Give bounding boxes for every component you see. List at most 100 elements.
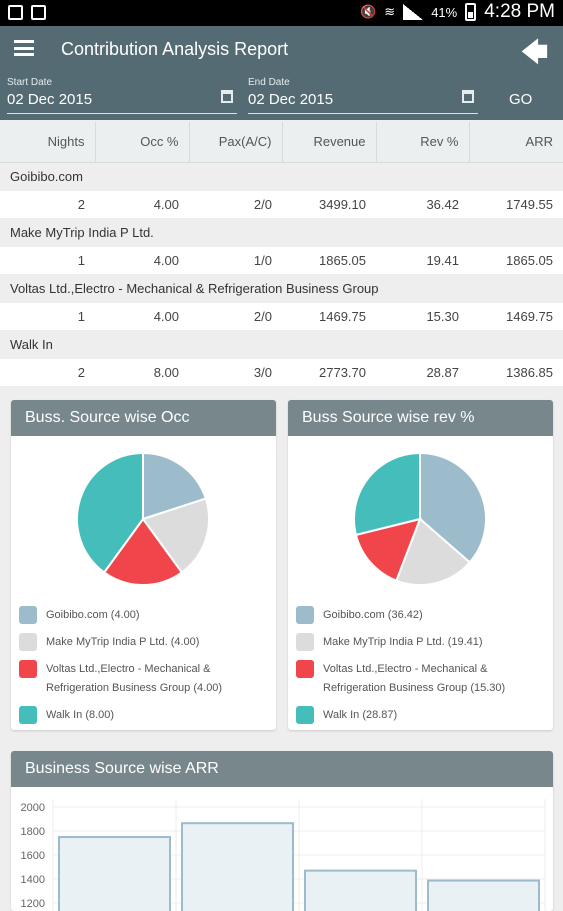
arr-bar <box>304 869 417 911</box>
page-title: Contribution Analysis Report <box>61 39 289 59</box>
legend-label: Goibibo.com (4.00) <box>46 609 140 621</box>
cell-revenue: 1469.75 <box>282 302 376 331</box>
menu-icon[interactable] <box>14 40 34 56</box>
table-row: 2 4.00 2/0 3499.10 36.42 1749.55 <box>0 190 563 219</box>
cell-rev-pct: 36.42 <box>376 190 469 219</box>
arr-bar-card: Business Source wise ARR 2000 1800 1600 140… <box>11 751 553 911</box>
cell-revenue: 2773.70 <box>282 358 376 387</box>
legend-label: Walk In (8.00) <box>46 709 115 721</box>
group-name: Walk In <box>0 330 563 359</box>
legend-item: Voltas Ltd.,Electro - Mechanical & Refri… <box>19 660 269 698</box>
date-filter-bar: Start Date 02 Dec 2015 End Date 02 Dec 2… <box>0 74 563 120</box>
pie-slice <box>141 497 210 574</box>
end-date-field[interactable]: End Date 02 Dec 2015 <box>248 74 478 114</box>
rev-chart-title: Buss Source wise rev % <box>288 400 553 436</box>
signal-icon <box>403 4 424 20</box>
battery-percent: 41% <box>431 4 458 20</box>
rev-pie-card: Buss Source wise rev % Goibibo.com (36.4… <box>288 400 553 730</box>
cell-pax: 2/0 <box>189 190 282 219</box>
occ-legend: Goibibo.com (4.00) Make MyTrip India P L… <box>19 606 269 730</box>
cell-nights: 1 <box>0 302 95 331</box>
cell-rev-pct: 15.30 <box>376 302 469 331</box>
wifi-icon: ≋ <box>384 4 396 19</box>
clock: 4:28 PM <box>484 1 555 22</box>
download-notification-icon <box>31 5 46 20</box>
legend-item: Walk In (8.00) <box>19 706 269 725</box>
legend-label: Make MyTrip India P Ltd. (19.41) <box>323 636 483 648</box>
legend-label: Walk In (28.87) <box>323 709 398 721</box>
group-row: Make MyTrip India P Ltd. <box>0 218 563 247</box>
legend-swatch <box>19 606 37 624</box>
group-name: Make MyTrip India P Ltd. <box>0 218 563 247</box>
occ-chart-title: Buss. Source wise Occ <box>11 400 276 436</box>
legend-swatch <box>19 660 37 678</box>
legend-label: Voltas Ltd.,Electro - Mechanical & Refri… <box>46 663 223 694</box>
cell-occ: 4.00 <box>95 302 189 331</box>
back-arrow-icon[interactable]: 🡄 <box>521 37 548 67</box>
legend-swatch <box>296 606 314 624</box>
cell-pax: 1/0 <box>189 246 282 275</box>
group-name: Goibibo.com <box>0 162 563 191</box>
cell-nights: 1 <box>0 246 95 275</box>
end-date-label: End Date <box>248 77 290 88</box>
start-date-value[interactable]: 02 Dec 2015 <box>7 91 93 108</box>
legend-item: Voltas Ltd.,Electro - Mechanical & Refri… <box>296 660 546 698</box>
cell-revenue: 1865.05 <box>282 246 376 275</box>
group-row: Walk In <box>0 330 563 359</box>
legend-item: Walk In (28.87) <box>296 706 546 725</box>
legend-swatch <box>296 706 314 724</box>
group-row: Goibibo.com <box>0 162 563 191</box>
legend-swatch <box>19 633 37 651</box>
app-bar: Contribution Analysis Report 🡄 <box>0 26 563 74</box>
y-tick-label: 2000 <box>21 802 45 814</box>
table-row: 1 4.00 1/0 1865.05 19.41 1865.05 <box>0 246 563 275</box>
arr-bar <box>58 836 171 911</box>
gallery-notification-icon <box>8 5 23 20</box>
pie-slice <box>76 451 144 574</box>
column-header: ARR <box>469 122 563 163</box>
pie-slice <box>354 517 422 582</box>
legend-label: Make MyTrip India P Ltd. (4.00) <box>46 636 200 648</box>
status-bar: 🔇 ≋ 41% 4:28 PM <box>0 0 563 26</box>
cell-arr: 1469.75 <box>469 302 563 331</box>
legend-swatch <box>19 706 37 724</box>
column-header: Revenue <box>282 122 377 163</box>
y-tick-label: 1800 <box>21 826 45 838</box>
legend-swatch <box>296 633 314 651</box>
group-name: Voltas Ltd.,Electro - Mechanical & Refri… <box>0 274 563 303</box>
legend-item: Make MyTrip India P Ltd. (4.00) <box>19 633 269 652</box>
start-date-label: Start Date <box>7 77 53 88</box>
pie-slice <box>102 517 184 586</box>
column-header: Pax(A/C) <box>189 122 283 163</box>
calendar-icon[interactable] <box>462 90 474 103</box>
battery-icon <box>465 3 477 21</box>
occ-pie-card: Buss. Source wise Occ Goibibo.com (4.00)… <box>11 400 276 730</box>
arr-chart-title: Business Source wise ARR <box>11 751 553 787</box>
rev-pie-chart <box>353 451 487 586</box>
contribution-table: Nights Occ % Pax(A/C) Revenue Rev % ARR … <box>0 122 563 387</box>
pie-slice <box>142 451 208 521</box>
start-date-field[interactable]: Start Date 02 Dec 2015 <box>7 74 237 114</box>
legend-swatch <box>296 660 314 678</box>
cell-pax: 2/0 <box>189 302 282 331</box>
cell-occ: 4.00 <box>95 190 189 219</box>
legend-item: Goibibo.com (36.42) <box>296 606 546 625</box>
table-row: 1 4.00 2/0 1469.75 15.30 1469.75 <box>0 302 563 331</box>
go-button[interactable]: GO <box>509 91 533 108</box>
y-tick-label: 1600 <box>21 850 45 862</box>
table-row: 2 8.00 3/0 2773.70 28.87 1386.85 <box>0 358 563 387</box>
cell-nights: 2 <box>0 190 95 219</box>
legend-label: Voltas Ltd.,Electro - Mechanical & Refri… <box>323 663 506 694</box>
arr-bar <box>427 879 540 911</box>
cell-arr: 1749.55 <box>469 190 563 219</box>
cell-occ: 4.00 <box>95 246 189 275</box>
rev-legend: Goibibo.com (36.42) Make MyTrip India P … <box>296 606 546 730</box>
end-date-value[interactable]: 02 Dec 2015 <box>248 91 334 108</box>
cell-arr: 1386.85 <box>469 358 563 387</box>
legend-label: Goibibo.com (36.42) <box>323 609 423 621</box>
cell-pax: 3/0 <box>189 358 282 387</box>
cell-rev-pct: 28.87 <box>376 358 469 387</box>
calendar-icon[interactable] <box>221 90 233 103</box>
pie-slice <box>353 451 421 537</box>
